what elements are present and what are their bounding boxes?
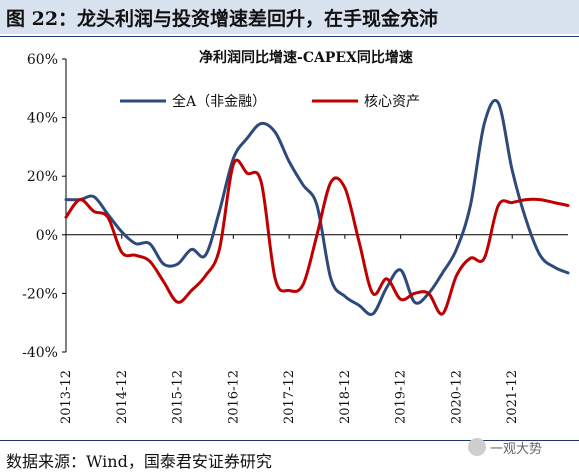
watermark: 一观大势 bbox=[468, 436, 578, 458]
y-tick-label: -20% bbox=[22, 286, 58, 302]
x-tick-label: 2014-12 bbox=[115, 370, 130, 424]
x-tick-label: 2019-12 bbox=[394, 370, 409, 424]
x-tick-label: 2020-12 bbox=[449, 370, 464, 424]
chart-title: 净利润同比增速-CAPEX同比增速 bbox=[199, 49, 413, 66]
wechat-icon bbox=[468, 438, 486, 456]
x-tick-label: 2018-12 bbox=[338, 370, 353, 424]
figure-title-bar: 图 22：龙头利润与投资增速差回升，在手现金充沛 bbox=[0, 0, 579, 34]
y-tick-label: 60% bbox=[27, 52, 58, 68]
line-chart: -40% -20% 0% 20% 40% 60% 2013-12 2014-12 2015-12… bbox=[22, 49, 570, 424]
x-tick-label: 2016-12 bbox=[226, 370, 241, 424]
watermark-text: 一观大势 bbox=[490, 441, 543, 457]
x-tick-label: 2013-12 bbox=[59, 370, 74, 424]
y-tick-label: 20% bbox=[27, 169, 58, 185]
y-tick-label: 40% bbox=[27, 111, 58, 127]
x-tick-label: 2021-12 bbox=[505, 370, 520, 424]
source-note: 数据来源：Wind，国泰君安证券研究 bbox=[6, 452, 272, 471]
bottom-rule bbox=[0, 440, 579, 441]
chart-legend: 全A（非金融） 核心资产 bbox=[120, 93, 420, 110]
chart-axes: -40% -20% 0% 20% 40% 60% 2013-12 2014-12 2015-12… bbox=[22, 52, 568, 424]
legend-item-core-assets-label: 核心资产 bbox=[364, 94, 420, 110]
x-tick-label: 2017-12 bbox=[282, 370, 297, 424]
y-tick-label: 0% bbox=[36, 228, 58, 244]
y-tick-label: -40% bbox=[22, 345, 58, 361]
series-layer bbox=[64, 98, 570, 316]
x-tick-label: 2015-12 bbox=[171, 370, 186, 424]
title-rule bbox=[0, 36, 579, 37]
legend-item-all-a-label: 全A（非金融） bbox=[172, 93, 266, 110]
series-line-all-a bbox=[64, 98, 570, 316]
series-line-core-assets bbox=[64, 158, 570, 316]
figure-title: 图 22：龙头利润与投资增速差回升，在手现金充沛 bbox=[6, 7, 439, 30]
